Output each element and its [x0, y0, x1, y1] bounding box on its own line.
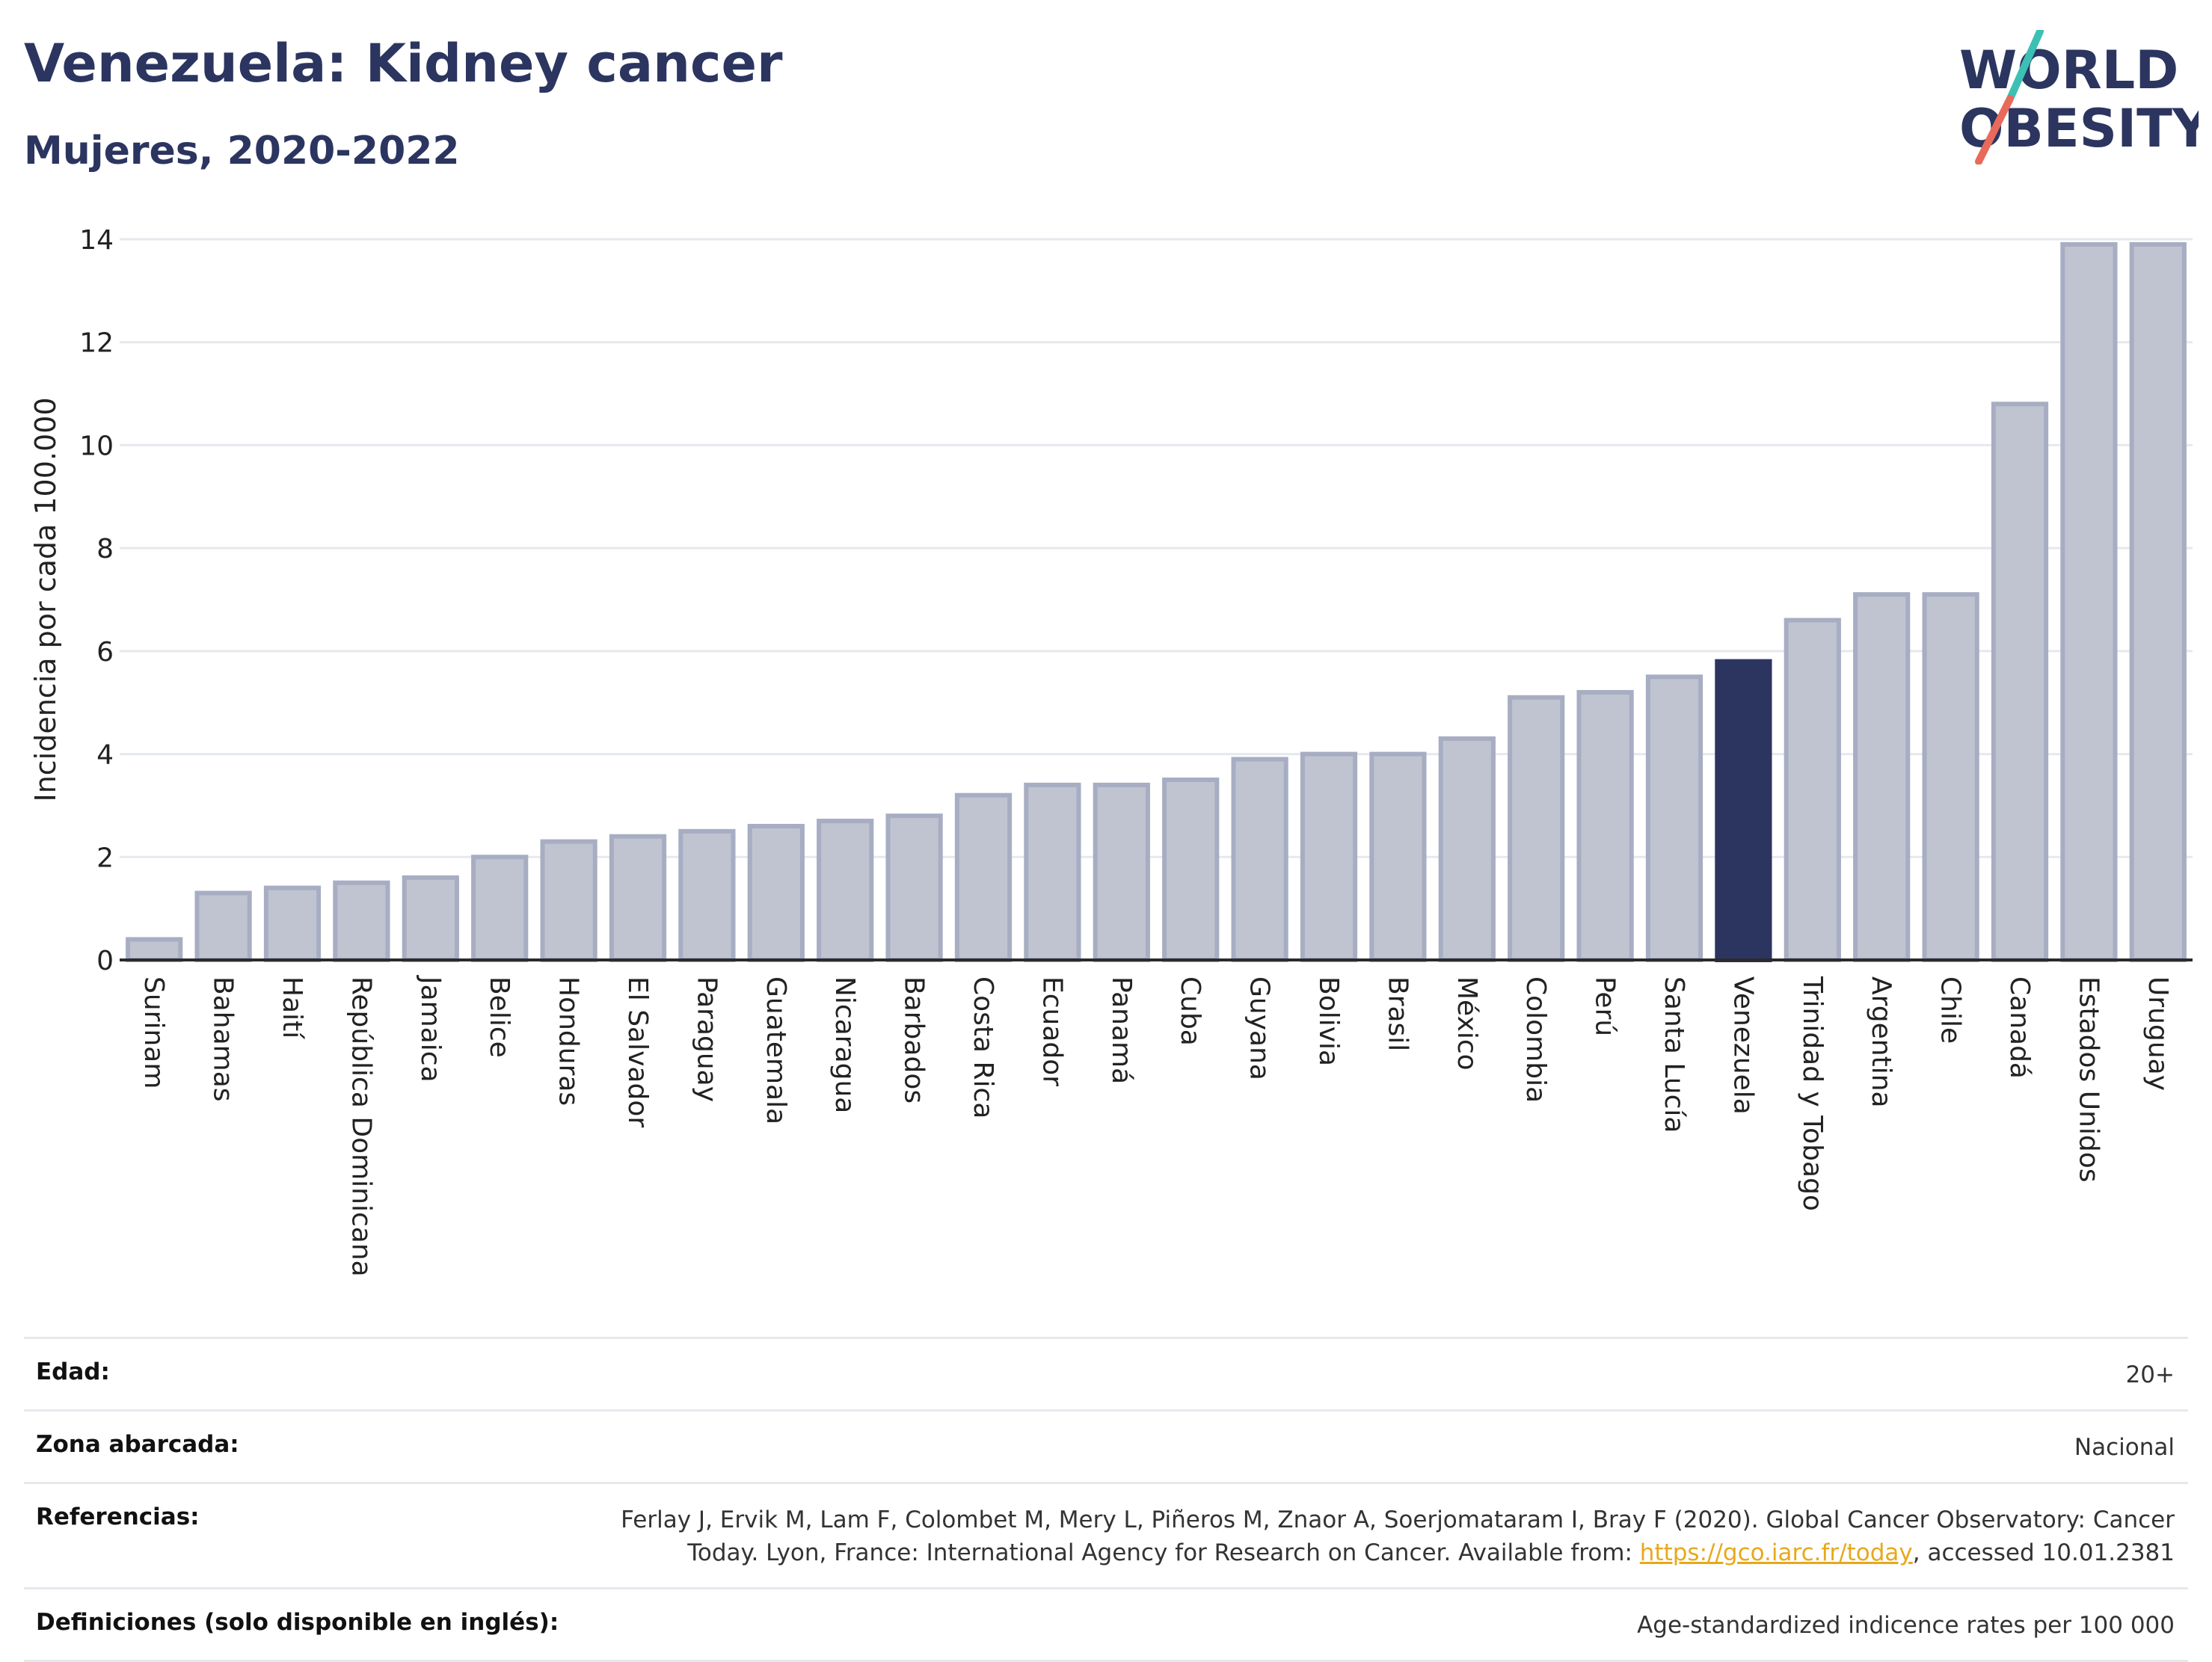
- bar-santa-lucía: [1645, 674, 1703, 962]
- y-tick-label: 2: [96, 843, 114, 873]
- x-tick-label: Santa Lucía: [1659, 976, 1689, 1133]
- bar-perú: [1576, 689, 1634, 962]
- x-tick-label: Honduras: [553, 976, 584, 1106]
- logo-slash-top: [2006, 30, 2044, 102]
- meta-value-definitions: Age-standardized indicence rates per 100…: [1637, 1612, 2175, 1639]
- x-tick-label: Argentina: [1866, 976, 1896, 1108]
- bar-nicaragua: [817, 819, 874, 962]
- bar-panamá: [1093, 782, 1150, 963]
- chart-subtitle: Mujeres, 2020-2022: [24, 129, 460, 173]
- bar-uruguay: [2129, 241, 2187, 962]
- bar-guyana: [1231, 757, 1288, 962]
- meta-value-references: Ferlay J, Ervik M, Lam F, Colombet M, Me…: [604, 1504, 2175, 1569]
- bar-bolivia: [1300, 751, 1358, 962]
- reference-link[interactable]: https://gco.iarc.fr/today: [1639, 1539, 1913, 1566]
- x-tick-label: Barbados: [899, 976, 930, 1104]
- bar-bahamas: [194, 890, 252, 962]
- meta-value-age: 20+: [2125, 1361, 2175, 1388]
- x-tick-label: Paraguay: [691, 976, 722, 1102]
- x-tick-label: Panamá: [1106, 976, 1137, 1084]
- meta-row-age: Edad: 20+: [24, 1337, 2188, 1409]
- meta-label-coverage: Zona abarcada:: [36, 1431, 239, 1458]
- bar-belice: [471, 855, 529, 963]
- x-tick-label: Guyana: [1244, 976, 1275, 1080]
- bar-surinam: [126, 937, 183, 963]
- x-tick-label: Belice: [484, 976, 514, 1058]
- x-tick-label: República Dominicana: [345, 976, 376, 1277]
- x-tick-label: Haití: [277, 976, 307, 1039]
- bar-canadá: [1991, 401, 2049, 962]
- x-tick-label: Guatemala: [761, 976, 791, 1124]
- bar-chart: 0 2 4 6 8 10 12 14 Surinam Bahamas Haití República…: [29, 225, 2193, 1277]
- grid-lines: [120, 238, 2193, 858]
- y-tick-label: 0: [96, 946, 114, 976]
- bar-el-salvador: [609, 834, 667, 962]
- x-tick-label: Chile: [1935, 976, 1966, 1044]
- meta-value-coverage: Nacional: [2074, 1434, 2175, 1461]
- x-tick-label: Nicaragua: [829, 976, 860, 1113]
- bar-trinidad-y-tobago: [1784, 618, 1841, 962]
- meta-row-references: Referencias: Ferlay J, Ervik M, Lam F, C…: [24, 1482, 2188, 1587]
- reference-text: Ferlay J, Ervik M, Lam F, Colombet M, Me…: [621, 1506, 2175, 1566]
- x-tick-label: México: [1451, 976, 1482, 1071]
- reference-accessed: , accessed 10.01.2381: [1912, 1539, 2175, 1566]
- x-tick-label: Costa Rica: [968, 976, 998, 1118]
- bar-venezuela: [1715, 659, 1772, 963]
- world-obesity-logo: WORLD OBESITY: [1959, 30, 2199, 164]
- x-tick-label: Venezuela: [1727, 976, 1758, 1115]
- y-tick-label: 8: [96, 534, 114, 564]
- y-tick-label: 10: [79, 431, 114, 461]
- bar-argentina: [1853, 592, 1911, 962]
- bar-honduras: [540, 839, 597, 962]
- x-tick-label: Colombia: [1520, 976, 1551, 1103]
- meta-row-coverage: Zona abarcada: Nacional: [24, 1409, 2188, 1482]
- chart-title: Venezuela: Kidney cancer: [24, 33, 783, 94]
- bar-brasil: [1369, 751, 1427, 962]
- x-tick-label: Ecuador: [1036, 976, 1067, 1086]
- bar-méxico: [1438, 736, 1496, 963]
- x-tick-label: Bahamas: [208, 976, 239, 1102]
- logo-slash-bottom: [1975, 95, 2014, 164]
- x-tick-label: Brasil: [1382, 976, 1413, 1051]
- x-tick-label: El Salvador: [622, 976, 653, 1127]
- bar-colombia: [1508, 695, 1565, 962]
- y-tick-label: 4: [96, 740, 114, 771]
- meta-label-references: Referencias:: [36, 1504, 200, 1530]
- meta-label-age: Edad:: [36, 1358, 110, 1385]
- bar-estados-unidos: [2060, 241, 2118, 962]
- bar-cuba: [1162, 778, 1220, 962]
- x-tick-label: Canadá: [2004, 976, 2035, 1079]
- bar-república-dominicana: [333, 880, 390, 962]
- bars: [126, 241, 2187, 963]
- x-tick-label: Jamaica: [415, 975, 446, 1083]
- bar-barbados: [885, 813, 943, 962]
- meta-label-definitions: Definiciones (solo disponible en inglés)…: [36, 1609, 559, 1636]
- logo-line1: WORLD: [1959, 40, 2178, 101]
- bar-jamaica: [402, 875, 459, 963]
- x-axis-labels: Surinam Bahamas Haití República Dominicana J…: [138, 975, 2173, 1277]
- metadata-table: Edad: 20+ Zona abarcada: Nacional Refere…: [24, 1337, 2188, 1662]
- x-tick-label: Estados Unidos: [2073, 976, 2104, 1183]
- bar-costa-rica: [954, 792, 1013, 962]
- bar-ecuador: [1024, 782, 1081, 963]
- x-tick-label: Uruguay: [2142, 976, 2173, 1091]
- y-tick-label: 14: [79, 225, 114, 256]
- bar-paraguay: [678, 828, 736, 963]
- bar-haití: [263, 885, 322, 962]
- x-tick-label: Bolivia: [1313, 976, 1344, 1066]
- y-tick-label: 12: [79, 328, 114, 359]
- meta-row-definitions: Definiciones (solo disponible en inglés)…: [24, 1587, 2188, 1662]
- x-tick-label: Cuba: [1175, 976, 1205, 1046]
- bar-chile: [1922, 592, 1979, 962]
- y-axis-ticks: 0 2 4 6 8 10 12 14: [79, 225, 114, 976]
- y-tick-label: 6: [96, 637, 114, 668]
- x-tick-label: Surinam: [138, 976, 169, 1089]
- bar-guatemala: [747, 823, 805, 962]
- x-tick-label: Perú: [1590, 976, 1620, 1036]
- y-axis-label: Incidencia por cada 100.000: [29, 397, 62, 801]
- x-tick-label: Trinidad y Tobago: [1797, 976, 1828, 1211]
